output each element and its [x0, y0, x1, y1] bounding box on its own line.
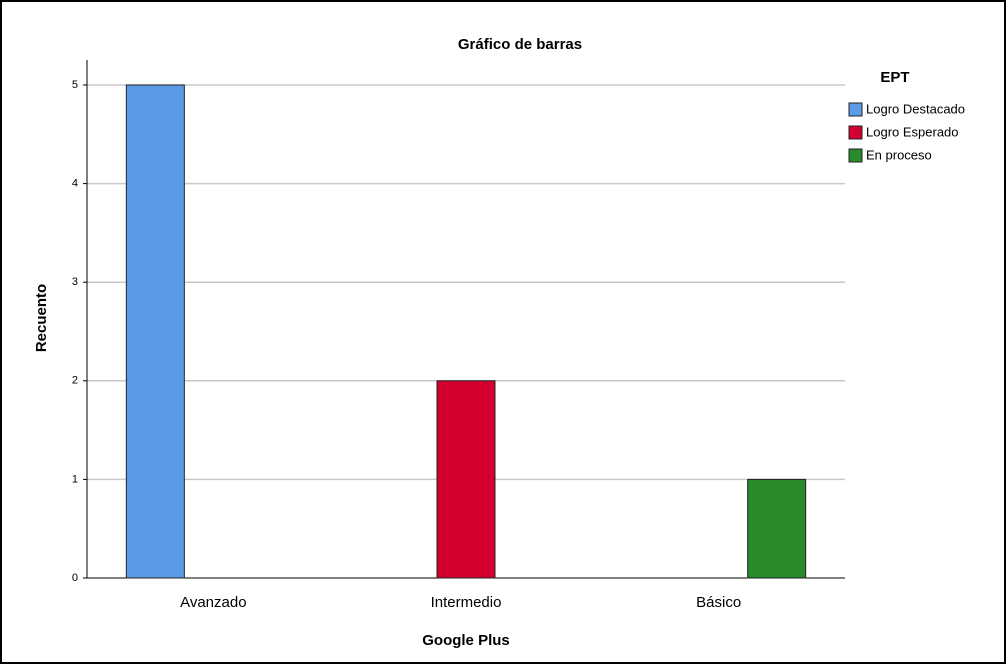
legend-label: En proceso: [866, 147, 932, 162]
legend-swatch: [848, 125, 863, 140]
y-tick-label: 3: [72, 276, 78, 288]
legend-swatch: [848, 102, 863, 117]
legend-label: Logro Esperado: [866, 124, 959, 139]
bar: [125, 84, 185, 579]
bar: [747, 478, 807, 579]
x-tick-label: Avanzado: [180, 594, 246, 611]
x-axis-label: Google Plus: [422, 632, 510, 649]
legend-swatch: [848, 148, 863, 163]
bar: [436, 380, 496, 579]
chart-title: Gráfico de barras: [458, 36, 582, 53]
y-tick-label: 4: [72, 178, 78, 190]
x-tick-label: Intermedio: [431, 594, 502, 611]
y-tick-label: 0: [72, 572, 78, 584]
y-tick-label: 2: [72, 375, 78, 387]
x-tick-label: Básico: [696, 594, 741, 611]
y-axis-label: Recuento: [33, 284, 50, 352]
legend-label: Logro Destacado: [866, 101, 965, 116]
y-tick-label: 1: [72, 473, 78, 485]
y-tick-label: 5: [72, 79, 78, 91]
legend-title: EPT: [880, 69, 909, 86]
